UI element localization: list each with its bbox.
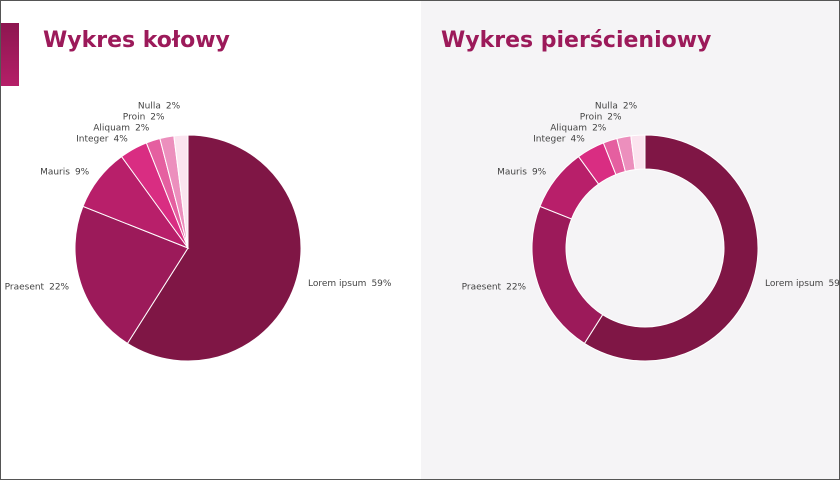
slice-label: Integer 4% [76, 134, 128, 144]
category-name: Aliquam [550, 123, 587, 133]
category-name: Nulla [138, 101, 161, 111]
slice-label: Integer 4% [533, 134, 585, 144]
category-name: Praesent [5, 282, 45, 292]
category-name: Nulla [595, 101, 618, 111]
slice-label: Aliquam 2% [550, 123, 607, 133]
value-label: 2% [135, 123, 150, 133]
value-label: 4% [570, 134, 585, 144]
accent-bar [1, 23, 19, 86]
chart-title: Wykres pierścieniowy [441, 28, 711, 53]
category-name: Aliquam [93, 123, 130, 133]
value-label: 2% [166, 101, 181, 111]
category-name: Lorem ipsum [765, 278, 823, 288]
slice-label: Proin 2% [580, 112, 622, 122]
slice-label: Lorem ipsum 59% [308, 278, 392, 288]
panel-background [421, 1, 839, 479]
value-label: 59% [371, 278, 391, 288]
slice-label: Mauris 9% [40, 167, 90, 177]
category-name: Mauris [40, 167, 70, 177]
category-name: Praesent [462, 282, 502, 292]
slice-label: Praesent 22% [462, 282, 527, 292]
slice-label: Lorem ipsum 59% [765, 278, 839, 288]
slice-label: Aliquam 2% [93, 123, 150, 133]
value-label: 22% [49, 282, 69, 292]
value-label: 22% [506, 282, 526, 292]
slice [74, 205, 189, 345]
category-name: Lorem ipsum [308, 278, 366, 288]
category-name: Integer [533, 134, 566, 144]
value-label: 2% [592, 123, 607, 133]
value-label: 9% [532, 167, 547, 177]
slice-label: Nulla 2% [595, 101, 638, 111]
slice [126, 134, 302, 362]
category-name: Proin [580, 112, 602, 122]
category-name: Mauris [497, 167, 527, 177]
slice [630, 134, 646, 171]
slice-label: Nulla 2% [138, 101, 181, 111]
value-label: 59% [828, 278, 839, 288]
category-name: Integer [76, 134, 109, 144]
slice [583, 134, 759, 362]
slice [173, 134, 189, 249]
slice-label: Mauris 9% [497, 167, 547, 177]
value-label: 2% [150, 112, 165, 122]
category-name: Proin [123, 112, 145, 122]
value-label: 2% [607, 112, 622, 122]
value-label: 2% [623, 101, 638, 111]
value-label: 4% [113, 134, 128, 144]
slice-label: Proin 2% [123, 112, 165, 122]
slice-label: Praesent 22% [5, 282, 70, 292]
value-label: 9% [75, 167, 90, 177]
slice [531, 205, 604, 345]
chart-title: Wykres kołowy [43, 28, 230, 53]
